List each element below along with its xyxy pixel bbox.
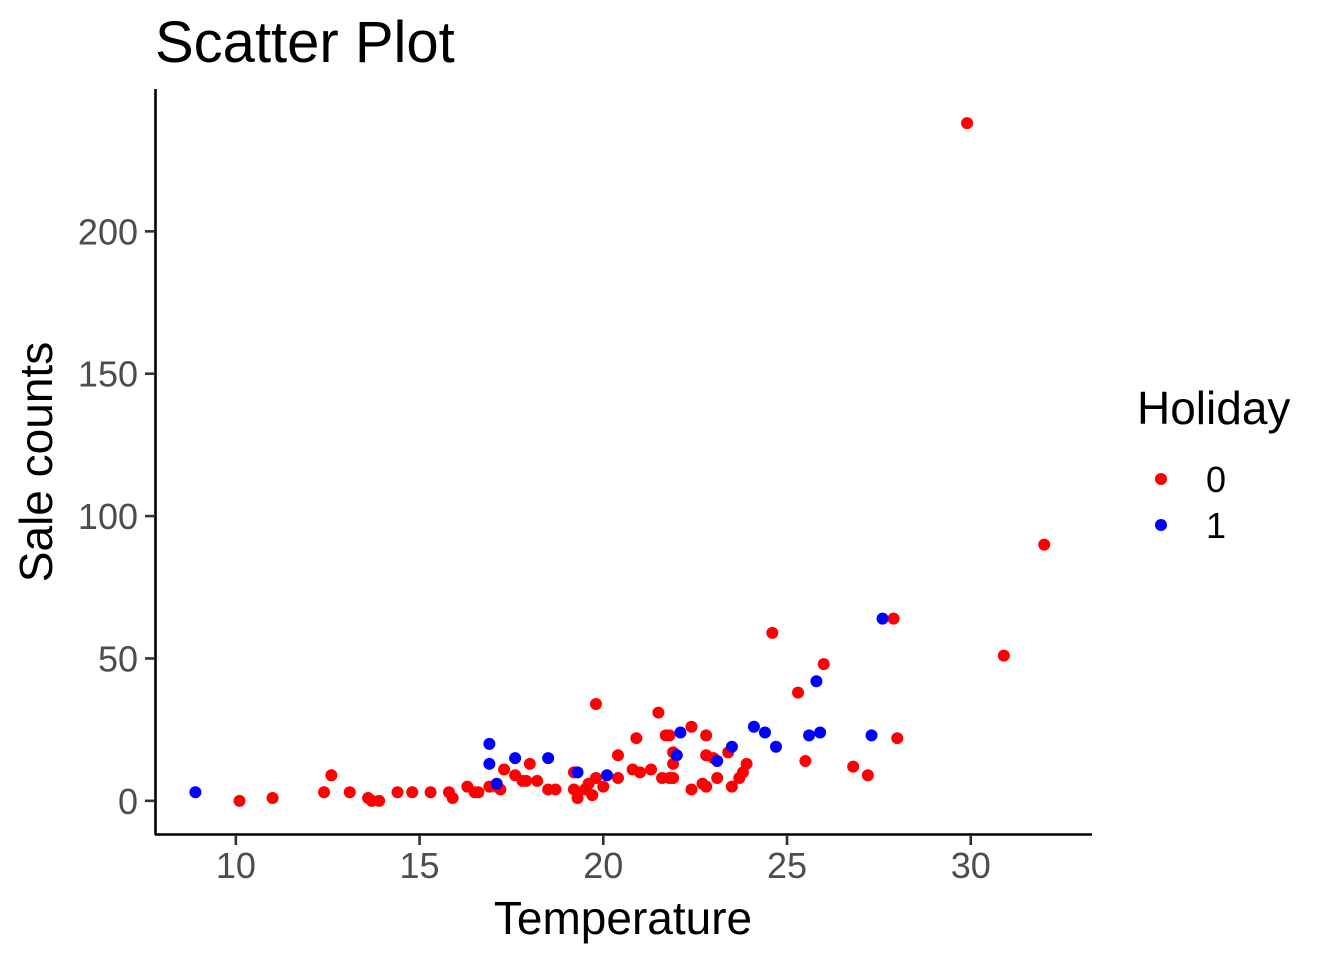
data-point-holiday-0 (847, 760, 860, 773)
data-point-holiday-0 (891, 732, 904, 745)
data-point-holiday-1 (600, 769, 613, 782)
x-tick-label: 25 (767, 845, 807, 886)
data-point-holiday-1 (509, 752, 522, 765)
data-point-holiday-1 (725, 740, 738, 753)
x-tick-label: 15 (400, 845, 440, 886)
data-point-holiday-0 (663, 729, 676, 742)
data-point-holiday-0 (424, 786, 437, 799)
data-point-holiday-0 (343, 786, 356, 799)
data-point-holiday-0 (667, 772, 680, 785)
data-point-holiday-0 (997, 649, 1010, 662)
x-tick-label: 20 (583, 845, 623, 886)
y-axis: 0 50 100 150 200 (78, 89, 157, 835)
data-point-holiday-0 (817, 658, 830, 671)
data-point-holiday-0 (961, 117, 974, 130)
legend-label-1: 1 (1206, 505, 1226, 546)
data-point-holiday-0 (652, 706, 665, 719)
data-point-holiday-1 (670, 749, 683, 762)
data-point-holiday-0 (318, 786, 331, 799)
y-tick-label: 150 (78, 354, 138, 395)
data-point-holiday-0 (523, 757, 536, 770)
data-point-holiday-0 (520, 774, 533, 787)
data-point-holiday-0 (611, 772, 624, 785)
data-point-holiday-1 (542, 752, 555, 765)
data-point-holiday-0 (571, 791, 584, 804)
data-point-holiday-1 (747, 720, 760, 733)
data-point-holiday-1 (810, 675, 823, 688)
data-point-holiday-0 (792, 686, 805, 699)
data-point-holiday-0 (861, 769, 874, 782)
y-tick-label: 50 (98, 638, 138, 679)
data-point-holiday-0 (498, 763, 511, 776)
y-tick-label: 0 (118, 781, 138, 822)
y-tick-label: 100 (78, 496, 138, 537)
data-point-holiday-0 (472, 786, 485, 799)
data-point-holiday-0 (887, 612, 900, 625)
x-tick-label: 10 (216, 845, 256, 886)
y-axis-title: Sale counts (10, 342, 62, 582)
legend-key-1 (1155, 519, 1167, 531)
data-point-holiday-1 (865, 729, 878, 742)
data-point-holiday-1 (814, 726, 827, 739)
data-point-holiday-0 (766, 626, 779, 639)
x-tick-label: 30 (951, 845, 991, 886)
data-point-holiday-1 (876, 612, 889, 625)
data-point-holiday-1 (769, 740, 782, 753)
data-point-holiday-0 (799, 754, 812, 767)
y-tick-label: 200 (78, 211, 138, 252)
data-point-holiday-1 (758, 726, 771, 739)
data-point-holiday-0 (685, 720, 698, 733)
chart-title: Scatter Plot (155, 10, 455, 75)
data-point-holiday-0 (266, 791, 279, 804)
data-point-holiday-0 (630, 732, 643, 745)
data-point-holiday-1 (483, 737, 496, 750)
data-point-holiday-1 (711, 754, 724, 767)
data-point-holiday-1 (674, 726, 687, 739)
data-point-holiday-0 (586, 789, 599, 802)
data-point-holiday-0 (645, 763, 658, 776)
data-point-holiday-0 (549, 783, 562, 796)
data-point-holiday-0 (391, 786, 404, 799)
data-point-holiday-0 (589, 698, 602, 711)
data-point-holiday-0 (725, 780, 738, 793)
x-axis-title: Temperature (494, 892, 752, 944)
data-point-holiday-0 (685, 783, 698, 796)
legend-key-0 (1155, 473, 1167, 485)
legend-label-0: 0 (1206, 459, 1226, 500)
data-point-holiday-0 (711, 772, 724, 785)
legend-title: Holiday (1137, 382, 1290, 434)
data-point-holiday-0 (597, 780, 610, 793)
data-point-holiday-0 (373, 794, 386, 807)
data-point-holiday-1 (571, 766, 584, 779)
data-point-holiday-0 (531, 774, 544, 787)
data-point-holiday-0 (325, 769, 338, 782)
data-point-holiday-1 (490, 777, 503, 790)
data-point-holiday-0 (634, 766, 647, 779)
data-point-holiday-0 (700, 729, 713, 742)
data-point-holiday-1 (803, 729, 816, 742)
data-point-holiday-0 (740, 757, 753, 770)
legend: Holiday 0 1 (1137, 382, 1290, 546)
data-point-holiday-0 (700, 780, 713, 793)
data-point-holiday-0 (406, 786, 419, 799)
data-points (189, 117, 1051, 807)
data-point-holiday-0 (589, 772, 602, 785)
x-axis: 10 15 20 25 30 (155, 833, 1092, 886)
data-point-holiday-0 (233, 794, 246, 807)
data-point-holiday-1 (189, 786, 202, 799)
data-point-holiday-0 (446, 791, 459, 804)
data-point-holiday-0 (1038, 538, 1051, 551)
data-point-holiday-1 (483, 757, 496, 770)
data-point-holiday-0 (611, 749, 624, 762)
